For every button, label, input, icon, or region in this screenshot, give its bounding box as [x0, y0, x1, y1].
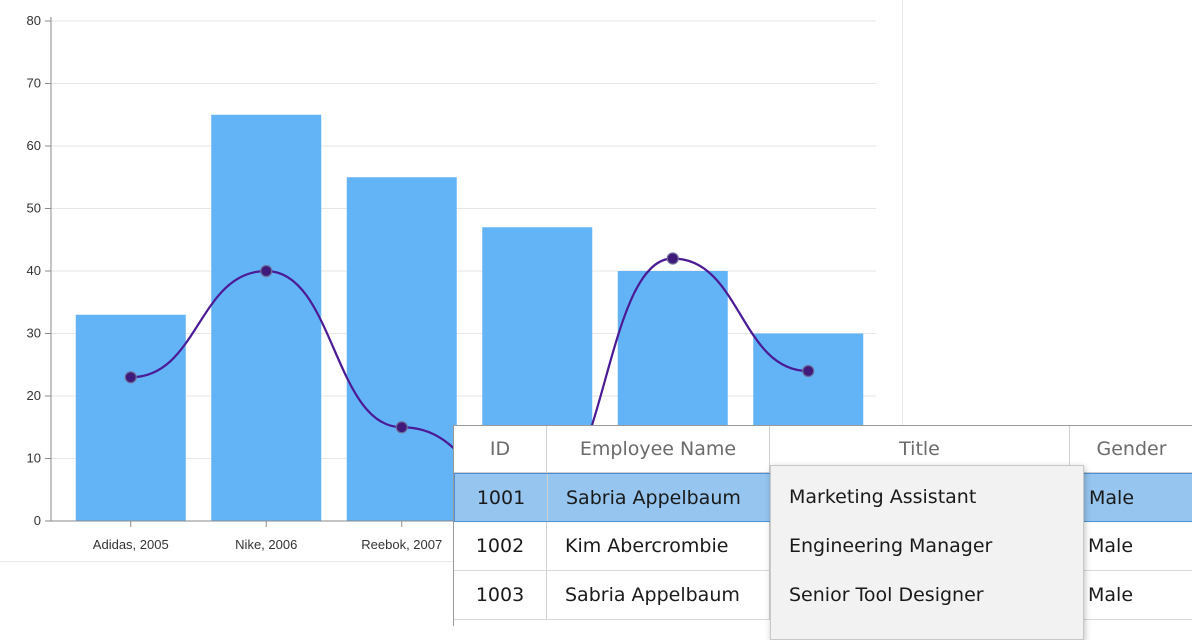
cell-gender[interactable]: Male [1088, 535, 1134, 557]
cell-employee-name[interactable]: Sabria Appelbaum [547, 571, 770, 619]
line-point [802, 364, 815, 378]
table-row[interactable]: 1003 Sabria Appelbaum Male [454, 571, 1192, 620]
y-tick-label: 80 [27, 13, 41, 28]
y-tick-label: 10 [27, 451, 41, 466]
cell-id[interactable]: 1002 [454, 522, 547, 570]
cell-employee-name[interactable]: Kim Abercrombie [547, 522, 770, 570]
cell-id[interactable]: 1001 [455, 474, 548, 521]
line-point [395, 421, 408, 434]
dropdown-option-engineering-manager[interactable]: Engineering Manager [789, 534, 993, 557]
combo-chart: 0 10 20 30 40 50 60 70 80 Adidas, 2005 Nike, 2006 R… [27, 13, 876, 552]
y-tick-label: 20 [27, 388, 41, 403]
chart-panel: 0 10 20 30 40 50 60 70 80 Adidas, 2005 Nike, 2006 R… [0, 0, 903, 562]
cell-gender[interactable]: Male [1089, 486, 1135, 509]
bar [346, 177, 457, 521]
y-tick-label: 70 [27, 76, 41, 91]
bar [75, 314, 186, 521]
column-header-employee-name[interactable]: Employee Name [547, 426, 770, 472]
y-tick-label: 60 [27, 138, 41, 153]
cell-id[interactable]: 1003 [454, 571, 547, 619]
column-header-gender[interactable]: Gender [1096, 438, 1167, 460]
cell-employee-name[interactable]: Sabria Appelbaum [548, 474, 771, 521]
table-row[interactable]: 1002 Kim Abercrombie Male [454, 522, 1192, 571]
x-tick-label: Adidas, 2005 [93, 537, 169, 552]
y-tick-label: 30 [27, 326, 41, 341]
y-tick-label: 40 [27, 263, 41, 278]
title-dropdown-list[interactable]: Marketing Assistant Engineering Manager … [770, 465, 1084, 640]
column-header-title[interactable]: Title [770, 426, 1070, 472]
line-point [666, 252, 679, 265]
dropdown-option-marketing-assistant[interactable]: Marketing Assistant [789, 485, 977, 508]
x-tick-label: Reebok, 2007 [361, 537, 442, 552]
cell-gender[interactable]: Male [1088, 584, 1134, 606]
bar [211, 114, 322, 521]
line-point [124, 371, 137, 384]
column-header-id[interactable]: ID [454, 426, 547, 472]
y-tick-label: 50 [27, 201, 41, 216]
x-tick-label: Nike, 2006 [235, 537, 297, 552]
dropdown-option-senior-tool-designer[interactable]: Senior Tool Designer [789, 583, 984, 606]
line-point [260, 264, 273, 278]
y-tick-label: 0 [34, 513, 41, 528]
